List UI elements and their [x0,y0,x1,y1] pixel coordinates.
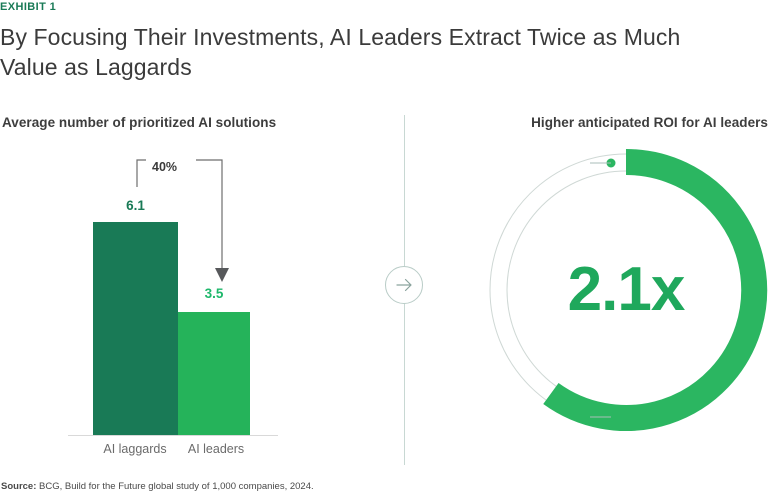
source-label: Source: [1,481,37,492]
bar-value-ai-leaders: 3.5 [204,286,224,301]
arrow-right-circle-icon [385,266,423,304]
donut-arc-value [543,149,768,431]
annotation-label-40-percent: 40% [152,160,178,174]
annotation-bracket-arrow [136,159,229,282]
source-note: Source: BCG, Build for the Future global… [1,481,314,492]
bar-ai-leaders [178,312,250,436]
source-text: BCG, Build for the Future global study o… [39,481,314,492]
left-panel-title: Average number of prioritized AI solutio… [2,115,277,130]
bar-chart: 40% 6.1 3.5 AI laggards AI leaders [0,140,400,460]
axis-baseline [68,435,278,436]
donut-center-value: 2.1x [567,255,686,324]
page-title: By Focusing Their Investments, AI Leader… [0,24,681,80]
donut-gauge-chart [484,148,768,432]
exhibit-label: EXHIBIT 1 [0,1,57,13]
bar-ai-laggards [93,222,178,436]
bar-value-ai-laggards: 6.1 [126,198,145,213]
category-label-ai-leaders: AI leaders [187,442,245,456]
right-panel-title: Higher anticipated ROI for AI leaders [531,115,768,130]
category-label-ai-laggards: AI laggards [103,442,167,456]
